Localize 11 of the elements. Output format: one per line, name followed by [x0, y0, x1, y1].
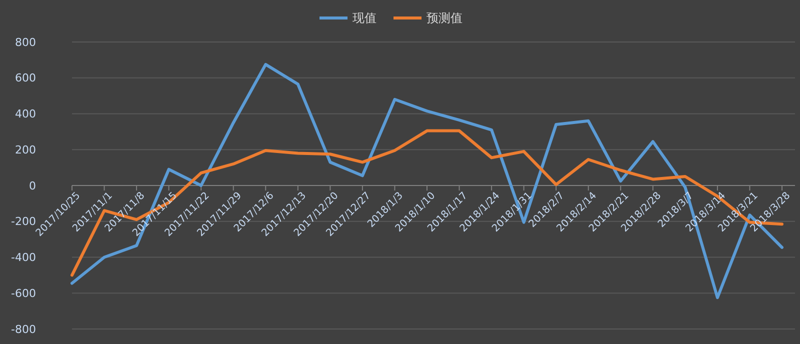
legend-label: 现值	[352, 11, 376, 26]
y-tick-label: 400	[15, 108, 36, 121]
legend-label: 预测值	[426, 11, 462, 26]
y-tick-label: -400	[11, 251, 36, 264]
y-tick-label: -800	[11, 322, 36, 336]
y-tick-label: 600	[15, 72, 36, 85]
y-tick-label: -600	[11, 286, 36, 300]
y-tick-label: 200	[15, 143, 36, 156]
y-tick-label: 800	[15, 36, 36, 49]
y-tick-label: 0	[29, 179, 36, 192]
y-tick-label: -200	[11, 215, 36, 228]
